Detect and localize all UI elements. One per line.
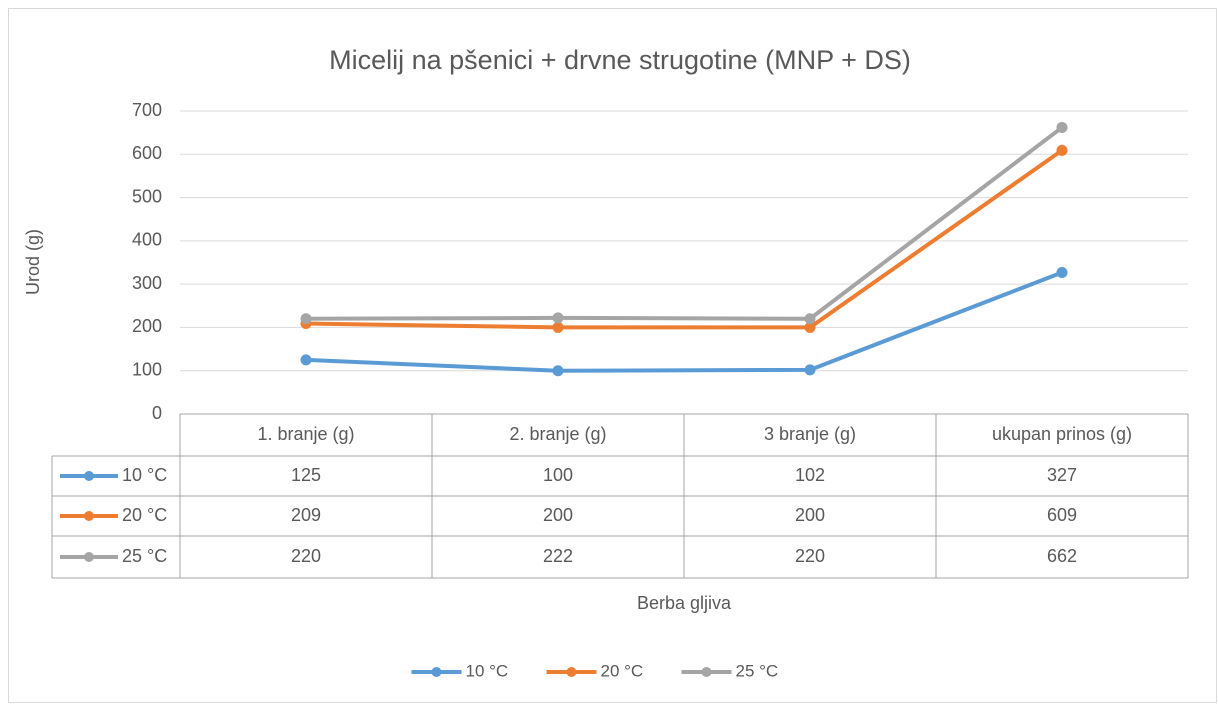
y-tick-label: 700 — [132, 100, 162, 120]
series-line — [305, 125, 1064, 321]
y-tick-label: 200 — [132, 316, 162, 336]
table-series-name: 10 °C — [122, 465, 167, 485]
data-point — [300, 313, 312, 325]
series-line — [305, 270, 1063, 373]
table-cell: 209 — [291, 505, 321, 525]
table-header: 1. branje (g) — [257, 424, 354, 444]
chart-frame — [8, 8, 1217, 703]
table-cell: 220 — [795, 546, 825, 566]
table-cell: 200 — [543, 505, 573, 525]
legend-key — [701, 667, 712, 677]
data-point — [300, 354, 312, 366]
y-tick-label: 300 — [132, 273, 162, 293]
data-point — [552, 365, 564, 377]
table-cell: 200 — [795, 505, 825, 525]
legend-key — [431, 667, 442, 677]
table-cell: 220 — [291, 546, 321, 566]
series-line — [305, 148, 1064, 330]
table-series-name: 25 °C — [122, 546, 167, 566]
x-axis-label: Berba gljiva — [637, 593, 732, 613]
data-point — [804, 321, 816, 333]
table-cell: 125 — [291, 465, 321, 485]
table-cell: 327 — [1047, 465, 1077, 485]
data-point — [1056, 144, 1068, 156]
y-tick-label: 600 — [132, 143, 162, 163]
table-cell: 100 — [543, 465, 573, 485]
table-legend-key — [84, 552, 94, 562]
legend-label: 25 °C — [736, 661, 779, 680]
table-header: ukupan prinos (g) — [992, 424, 1132, 444]
table-legend-key — [84, 471, 94, 481]
table-cell: 662 — [1047, 546, 1077, 566]
y-tick-label: 100 — [132, 359, 162, 379]
table-series-name: 20 °C — [122, 505, 167, 525]
table-cell: 609 — [1047, 505, 1077, 525]
legend-label: 20 °C — [601, 661, 644, 680]
legend-label: 10 °C — [466, 661, 509, 680]
y-tick-label: 400 — [132, 230, 162, 250]
y-tick-label: 500 — [132, 186, 162, 206]
table-legend-key — [84, 511, 94, 521]
chart-title: Micelij na pšenici + drvne strugotine (M… — [329, 45, 911, 75]
data-point — [552, 321, 564, 333]
legend-key — [566, 667, 577, 677]
data-point — [552, 312, 564, 324]
y-axis-label: Urod (g) — [23, 229, 43, 295]
data-point — [804, 364, 816, 376]
data-point — [1056, 121, 1068, 133]
data-point — [804, 313, 816, 325]
table-header: 2. branje (g) — [509, 424, 606, 444]
y-tick-label: 0 — [152, 403, 162, 423]
table-header: 3 branje (g) — [764, 424, 856, 444]
table-cell: 102 — [795, 465, 825, 485]
data-point — [1056, 266, 1068, 278]
table-cell: 222 — [543, 546, 573, 566]
